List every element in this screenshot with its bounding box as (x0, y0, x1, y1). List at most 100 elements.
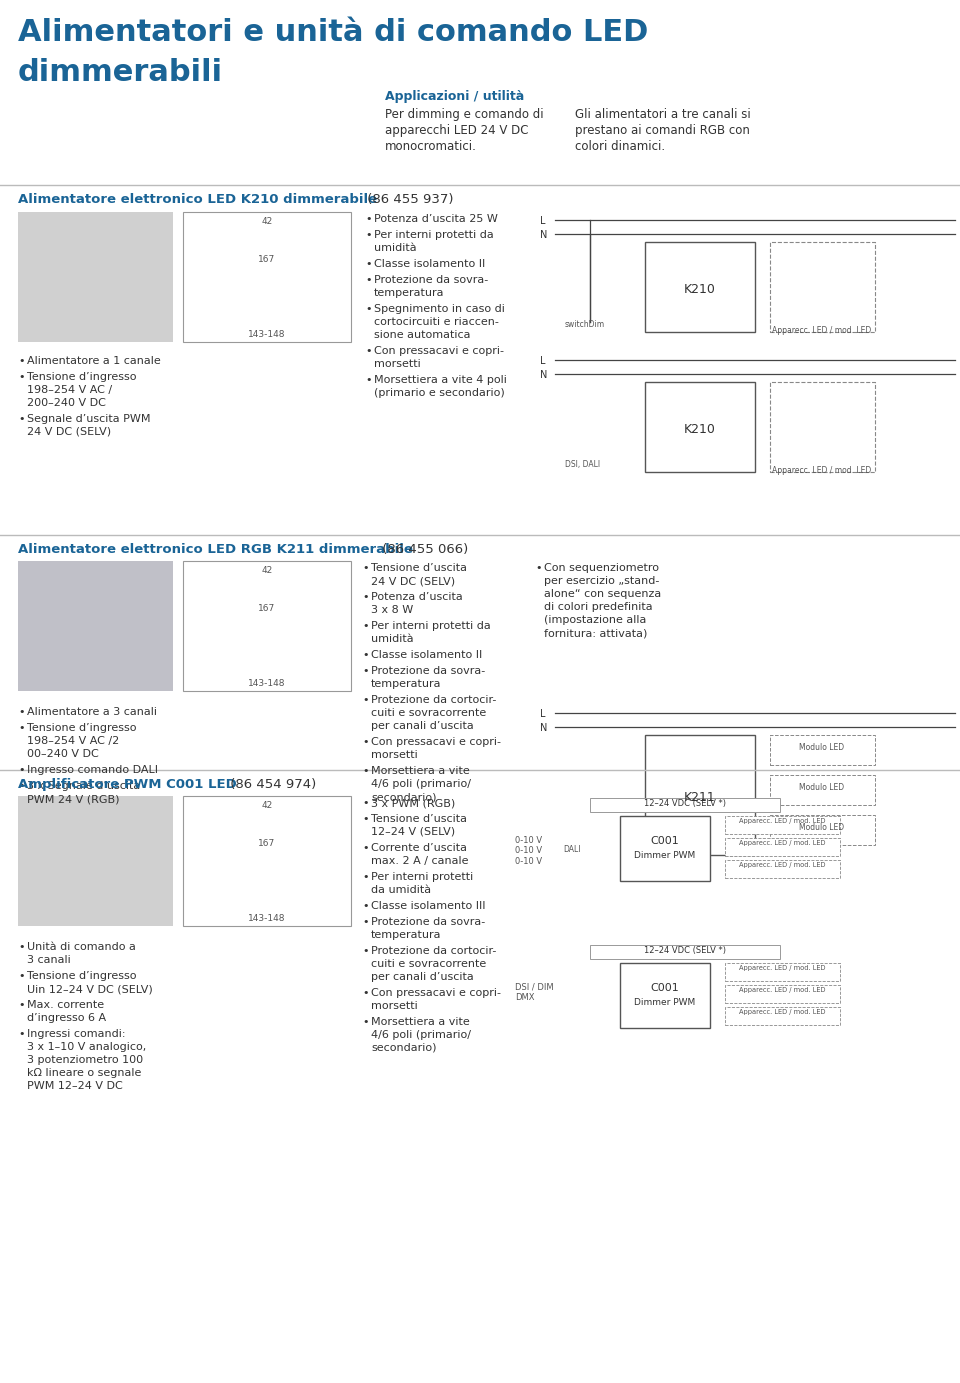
Text: colori dinamici.: colori dinamici. (575, 140, 665, 154)
Text: •: • (365, 259, 372, 270)
Text: Corrente d’uscita: Corrente d’uscita (371, 844, 467, 853)
Text: •: • (18, 723, 25, 733)
Text: Tensione d’uscita: Tensione d’uscita (371, 563, 467, 573)
Text: •: • (365, 304, 372, 314)
Text: C001: C001 (651, 835, 680, 846)
Text: umidità: umidità (371, 633, 414, 644)
Text: per canali d’uscita: per canali d’uscita (371, 721, 473, 732)
Text: Morsettiera a vite: Morsettiera a vite (371, 1017, 469, 1028)
Text: •: • (362, 946, 369, 956)
Text: •: • (18, 355, 25, 366)
Text: apparecchi LED 24 V DC: apparecchi LED 24 V DC (385, 124, 529, 137)
Bar (645, 734, 755, 855)
Text: Uin 12–24 V DC (SELV): Uin 12–24 V DC (SELV) (27, 983, 153, 994)
Text: •: • (362, 737, 369, 747)
Text: •: • (362, 917, 369, 927)
Text: 143-148: 143-148 (249, 679, 286, 687)
Text: •: • (362, 1017, 369, 1028)
Bar (183, 212, 351, 342)
Bar (725, 963, 840, 981)
Text: 42: 42 (261, 217, 273, 225)
Text: PWM 12–24 V DC: PWM 12–24 V DC (27, 1082, 123, 1091)
Text: 200–240 V DC: 200–240 V DC (27, 398, 106, 408)
Text: Alimentatori e unità di comando LED: Alimentatori e unità di comando LED (18, 18, 648, 47)
Text: Unità di comando a: Unità di comando a (27, 942, 136, 952)
Text: prestano ai comandi RGB con: prestano ai comandi RGB con (575, 124, 750, 137)
Text: L: L (540, 709, 545, 719)
Text: Amplificatore PWM C001 LED: Amplificatore PWM C001 LED (18, 779, 237, 791)
Text: Con sequenziometro: Con sequenziometro (544, 563, 659, 573)
Text: •: • (362, 815, 369, 824)
Text: •: • (362, 798, 369, 808)
Text: Potenza d’uscita: Potenza d’uscita (371, 592, 463, 602)
Text: Apparecc. LED / mod. LED: Apparecc. LED / mod. LED (773, 466, 872, 474)
Text: switchDim: switchDim (565, 319, 605, 329)
Text: Classe isolamento II: Classe isolamento II (371, 650, 482, 660)
Text: •: • (362, 696, 369, 705)
Text: 3 x Segnale d’uscita: 3 x Segnale d’uscita (27, 781, 140, 791)
Text: 24 V DC (SELV): 24 V DC (SELV) (371, 575, 455, 586)
Bar (620, 963, 710, 1028)
Bar (645, 242, 755, 332)
Text: Protezione da sovra-: Protezione da sovra- (371, 917, 485, 927)
Text: Con pressacavi e copri-: Con pressacavi e copri- (371, 737, 501, 747)
Bar (770, 774, 875, 805)
Bar (590, 798, 780, 812)
Text: Alimentatore a 3 canali: Alimentatore a 3 canali (27, 707, 157, 716)
Text: Gli alimentatori a tre canali si: Gli alimentatori a tre canali si (575, 108, 751, 120)
Text: DSI / DIM
DMX: DSI / DIM DMX (515, 983, 554, 1003)
Text: cortocircuiti e riaccen-: cortocircuiti e riaccen- (374, 317, 499, 326)
Text: •: • (18, 1000, 25, 1010)
Bar (183, 797, 351, 927)
Text: 12–24 V (SELV): 12–24 V (SELV) (371, 827, 455, 837)
Text: •: • (362, 592, 369, 602)
Text: (86 454 974): (86 454 974) (226, 779, 316, 791)
Text: temperatura: temperatura (374, 288, 444, 297)
Text: Apparecc. LED / mod. LED: Apparecc. LED / mod. LED (739, 862, 826, 869)
Text: d’ingresso 6 A: d’ingresso 6 A (27, 1012, 107, 1023)
Text: 3 canali: 3 canali (27, 956, 71, 965)
Text: •: • (18, 781, 25, 791)
Text: 12–24 VDC (SELV *): 12–24 VDC (SELV *) (644, 946, 726, 956)
Text: 24 V DC (SELV): 24 V DC (SELV) (27, 427, 111, 437)
Text: Apparecc. LED / mod. LED: Apparecc. LED / mod. LED (739, 987, 826, 993)
Text: Classe isolamento II: Classe isolamento II (374, 259, 485, 270)
Text: Alimentatore elettronico LED K210 dimmerabile: Alimentatore elettronico LED K210 dimmer… (18, 194, 377, 206)
Text: 3 x PWM (RGB): 3 x PWM (RGB) (371, 798, 455, 808)
Text: Modulo LED: Modulo LED (800, 743, 845, 752)
Text: •: • (18, 765, 25, 774)
Text: Potenza d’uscita 25 W: Potenza d’uscita 25 W (374, 214, 498, 224)
Text: •: • (362, 667, 369, 676)
Text: Spegnimento in caso di: Spegnimento in caso di (374, 304, 505, 314)
Text: K210: K210 (684, 423, 716, 436)
Text: 42: 42 (261, 566, 273, 575)
Text: Con pressacavi e copri-: Con pressacavi e copri- (371, 987, 501, 999)
Text: sione automatica: sione automatica (374, 331, 470, 340)
Text: •: • (18, 971, 25, 981)
Text: K210: K210 (684, 284, 716, 296)
Text: Alimentatore a 1 canale: Alimentatore a 1 canale (27, 355, 160, 366)
Text: Tensione d’uscita: Tensione d’uscita (371, 815, 467, 824)
Text: cuiti e sovracorrente: cuiti e sovracorrente (371, 958, 487, 969)
Text: max. 2 A / canale: max. 2 A / canale (371, 856, 468, 866)
Text: monocromatici.: monocromatici. (385, 140, 477, 154)
Bar (183, 561, 351, 692)
Text: Protezione da cortocir-: Protezione da cortocir- (371, 696, 496, 705)
Text: N: N (540, 371, 547, 380)
Text: di colori predefinita: di colori predefinita (544, 602, 653, 613)
Text: •: • (365, 275, 372, 285)
Text: 3 x 1–10 V analogico,: 3 x 1–10 V analogico, (27, 1041, 146, 1052)
Text: Apparecc. LED / mod. LED: Apparecc. LED / mod. LED (739, 817, 826, 824)
Bar (770, 382, 875, 472)
Text: (primario e secondario): (primario e secondario) (374, 389, 505, 398)
Text: •: • (18, 942, 25, 952)
Text: 12–24 VDC (SELV *): 12–24 VDC (SELV *) (644, 799, 726, 808)
Text: •: • (362, 621, 369, 631)
Text: 143-148: 143-148 (249, 331, 286, 339)
Text: L: L (540, 216, 545, 225)
Bar (725, 1007, 840, 1025)
Bar (18, 561, 173, 692)
Text: Modulo LED: Modulo LED (800, 823, 845, 833)
Text: L: L (540, 355, 545, 366)
Text: (impostazione alla: (impostazione alla (544, 615, 646, 625)
